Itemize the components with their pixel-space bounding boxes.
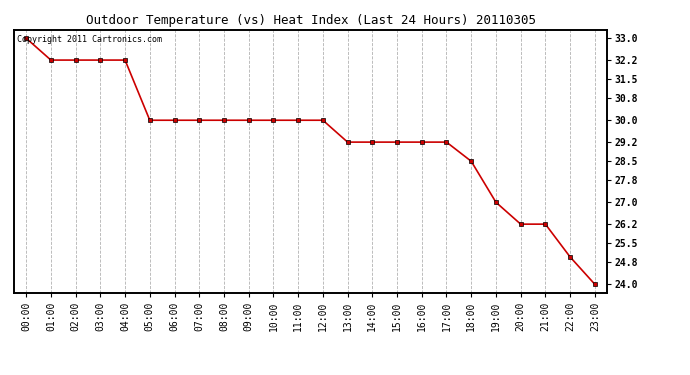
Title: Outdoor Temperature (vs) Heat Index (Last 24 Hours) 20110305: Outdoor Temperature (vs) Heat Index (Las…: [86, 15, 535, 27]
Text: Copyright 2011 Cartronics.com: Copyright 2011 Cartronics.com: [17, 35, 161, 44]
